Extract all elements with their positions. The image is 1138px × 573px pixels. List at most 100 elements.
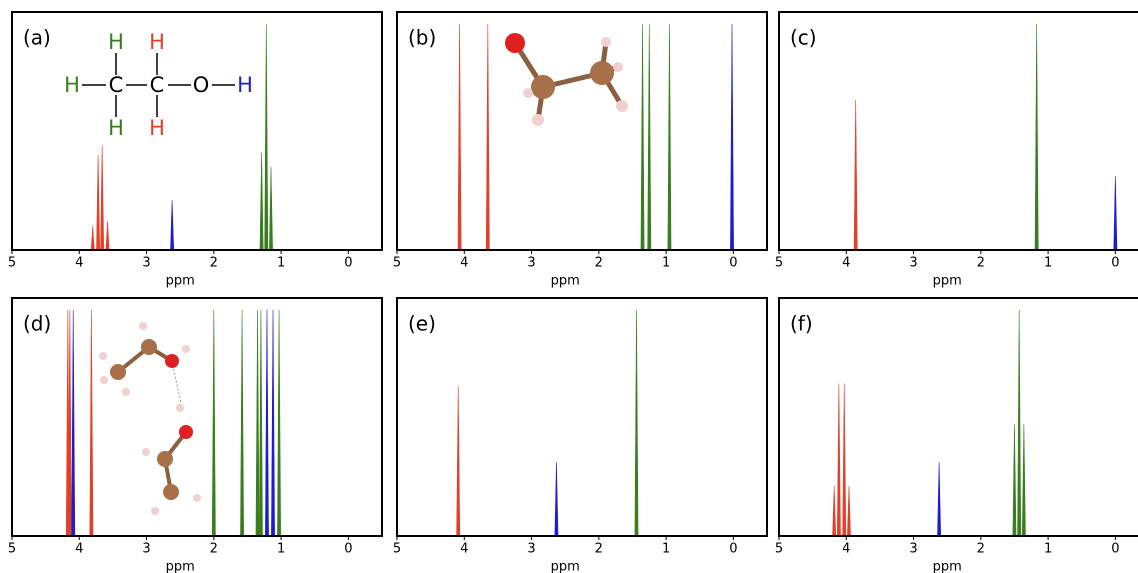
figure: 5 4 3 2 1 0 ppm (f) 5 4 3 2 1 0 ppm (e) 5 4 3 2 1 0 ppm (d) 5 4 3 2… (0, 0, 1138, 573)
x-axis-label: ppm (551, 274, 580, 289)
x-axis-label: ppm (166, 560, 195, 573)
x-tick-label: 4 (75, 542, 83, 557)
atom: H (237, 73, 253, 97)
x-tick-label: 5 (8, 256, 16, 271)
peak (265, 310, 268, 536)
x-tick-label: 5 (775, 256, 783, 271)
panel: 5 4 3 2 1 0 ppm (e) (393, 298, 767, 573)
atom: H (149, 116, 165, 140)
panel-label: (e) (408, 312, 436, 336)
peak (458, 24, 461, 250)
x-tick-label: 3 (909, 542, 917, 557)
x-axis-label: ppm (166, 274, 195, 289)
x-tick-label: 2 (210, 256, 218, 271)
atom: C (109, 73, 124, 97)
panel-label: (a) (23, 26, 51, 50)
panel-label: (d) (23, 312, 51, 336)
x-tick-label: 1 (1044, 256, 1052, 271)
x-tick-label: 0 (1111, 542, 1119, 557)
x-tick-label: 4 (75, 256, 83, 271)
x-tick-label: 4 (460, 542, 468, 557)
panel-label: (b) (408, 26, 436, 50)
peak (641, 24, 644, 250)
peak (101, 145, 104, 250)
x-tick-label: 2 (595, 542, 603, 557)
peak (847, 486, 850, 536)
atom: H (149, 30, 165, 54)
x-axis-label: ppm (551, 560, 580, 573)
x-tick-label: 1 (662, 256, 670, 271)
plot-frame (397, 12, 767, 250)
peak (635, 310, 638, 536)
peak (265, 24, 268, 250)
x-axis-label: ppm (933, 274, 962, 289)
peak (271, 310, 274, 536)
panel-label: (f) (790, 312, 813, 336)
peak (90, 310, 93, 536)
peak (1022, 424, 1025, 536)
x-tick-label: 3 (909, 256, 917, 271)
peak (269, 167, 272, 250)
x-tick-label: 0 (1111, 256, 1119, 271)
peak (72, 310, 75, 536)
x-tick-label: 5 (393, 256, 401, 271)
atom: C (150, 73, 165, 97)
peak (106, 221, 109, 250)
x-tick-label: 0 (344, 542, 352, 557)
peak (843, 384, 846, 536)
peak (730, 24, 733, 250)
molecule-model (99, 322, 201, 515)
plot-frame (779, 12, 1138, 250)
x-tick-label: 1 (277, 542, 285, 557)
atom: H (108, 116, 124, 140)
peak (837, 384, 840, 536)
peak (91, 226, 94, 250)
peak (277, 310, 280, 536)
molecule-model (505, 33, 628, 126)
x-tick-label: 2 (595, 256, 603, 271)
x-tick-label: 3 (527, 542, 535, 557)
peak (555, 462, 558, 536)
x-tick-label: 4 (842, 256, 850, 271)
peak (854, 100, 857, 250)
atom: H (64, 73, 80, 97)
x-tick-label: 0 (344, 256, 352, 271)
x-tick-label: 1 (662, 542, 670, 557)
x-tick-label: 3 (142, 542, 150, 557)
peak (240, 310, 243, 536)
x-tick-label: 3 (527, 256, 535, 271)
peak (256, 310, 259, 536)
peak (1035, 24, 1038, 250)
x-tick-label: 0 (729, 542, 737, 557)
peak (212, 310, 215, 536)
peak (97, 155, 100, 250)
x-tick-label: 2 (977, 542, 985, 557)
x-tick-label: 5 (393, 542, 401, 557)
peak (833, 486, 836, 536)
peak (260, 152, 263, 250)
plot-frame (397, 298, 767, 536)
atom: O (193, 73, 210, 97)
x-tick-label: 2 (977, 256, 985, 271)
peak (668, 24, 671, 250)
peak (1114, 176, 1117, 250)
x-tick-label: 0 (729, 256, 737, 271)
plot-frame (12, 12, 382, 250)
structural-formula: H H H C C O H H H (64, 30, 253, 140)
x-tick-label: 3 (142, 256, 150, 271)
x-tick-label: 1 (1044, 542, 1052, 557)
atom: H (108, 30, 124, 54)
peak (1013, 424, 1016, 536)
x-tick-label: 4 (842, 542, 850, 557)
peak (1018, 310, 1021, 536)
peak (938, 462, 941, 536)
x-tick-label: 2 (210, 542, 218, 557)
peak (171, 200, 174, 250)
peak (648, 24, 651, 250)
x-axis-label: ppm (933, 560, 962, 573)
